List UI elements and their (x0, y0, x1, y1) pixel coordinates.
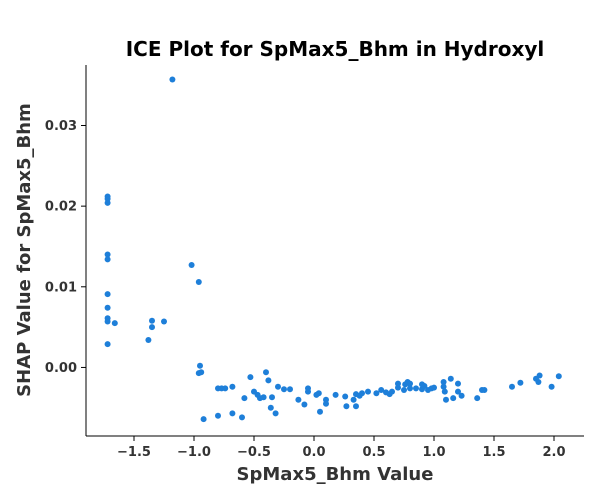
data-point-5 (104, 291, 111, 298)
data-point-79 (431, 384, 437, 391)
data-point-52 (332, 391, 339, 398)
y-tick-label: 0.03 (45, 119, 77, 134)
x-tick-label: −1.5 (117, 445, 151, 460)
x-tick-label: 1.5 (482, 445, 505, 460)
data-point-35 (263, 369, 269, 376)
y-axis-ticks: 0.00 0.01 0.02 0.03 (45, 119, 86, 376)
data-point-73 (413, 385, 419, 392)
data-point-96 (536, 372, 543, 379)
data-point-89 (474, 395, 481, 402)
data-point-43 (295, 396, 302, 403)
data-point-44 (301, 401, 308, 408)
data-point-68 (401, 387, 407, 393)
data-point-46 (305, 388, 311, 395)
y-tick-label: 0.02 (45, 200, 77, 215)
data-point-62 (378, 387, 385, 393)
data-point-9 (104, 341, 111, 348)
data-point-37 (267, 404, 274, 411)
data-point-48 (315, 390, 322, 397)
data-point-25 (222, 385, 229, 392)
data-point-71 (407, 380, 413, 387)
data-point-53 (342, 393, 349, 400)
data-point-80 (440, 379, 447, 385)
data-point-42 (287, 386, 293, 393)
data-point-55 (350, 396, 357, 403)
data-point-85 (450, 395, 457, 402)
data-point-93 (517, 379, 524, 386)
data-point-95 (535, 379, 542, 385)
data-point-11 (145, 337, 152, 343)
data-point-67 (395, 380, 401, 387)
data-point-30 (247, 374, 254, 381)
data-point-29 (241, 395, 248, 402)
data-point-49 (317, 408, 323, 415)
data-point-60 (365, 388, 371, 395)
data-point-27 (229, 410, 236, 417)
data-point-34 (260, 394, 267, 401)
chart-title: ICE Plot for SpMax5_Bhm in Hydroxyl (126, 37, 545, 61)
data-point-8 (104, 318, 111, 325)
data-point-84 (447, 375, 454, 382)
data-point-12 (149, 317, 155, 324)
data-point-92 (509, 383, 515, 390)
x-tick-label: −0.5 (237, 445, 271, 460)
data-point-72 (407, 385, 413, 392)
data-point-36 (265, 377, 272, 384)
data-point-51 (323, 400, 329, 407)
x-axis-ticks: −1.5 −1.0 −0.5 0.0 0.5 1.0 1.5 2.0 (117, 436, 566, 460)
data-point-88 (458, 392, 465, 399)
x-tick-label: 2.0 (542, 445, 565, 460)
data-point-23 (215, 412, 221, 419)
data-point-20 (198, 369, 205, 376)
data-point-40 (275, 383, 281, 390)
data-point-86 (455, 380, 461, 387)
data-point-54 (343, 403, 350, 410)
data-point-16 (188, 262, 195, 268)
data-point-18 (197, 362, 203, 369)
data-point-57 (353, 403, 359, 410)
y-axis-label: SHAP Value for SpMax5_Bhm (14, 103, 35, 397)
data-point-61 (373, 390, 380, 397)
data-point-28 (239, 414, 245, 421)
x-axis-label: SpMax5_Bhm Value (237, 464, 434, 485)
x-tick-label: 0.0 (302, 445, 325, 460)
data-point-97 (548, 383, 555, 390)
data-point-41 (281, 386, 287, 393)
data-point-2 (104, 199, 111, 206)
data-point-87 (455, 388, 461, 395)
data-point-59 (359, 390, 365, 397)
data-point-98 (555, 373, 562, 380)
x-tick-label: −1.0 (177, 445, 211, 460)
data-point-15 (169, 76, 176, 83)
data-point-91 (481, 387, 488, 393)
data-point-6 (104, 304, 111, 311)
data-point-13 (149, 324, 155, 331)
data-point-38 (269, 394, 275, 401)
data-point-26 (229, 383, 236, 390)
plot-area (104, 76, 562, 423)
data-point-82 (441, 388, 448, 395)
data-point-14 (161, 318, 167, 325)
x-tick-label: 0.5 (362, 445, 385, 460)
data-point-3 (104, 251, 111, 258)
y-tick-label: 0.00 (45, 361, 77, 376)
y-tick-label: 0.01 (45, 280, 77, 295)
data-point-76 (421, 383, 428, 389)
x-tick-label: 1.0 (422, 445, 445, 460)
data-point-39 (272, 410, 279, 417)
data-point-4 (104, 256, 111, 263)
data-point-83 (443, 396, 449, 403)
data-point-10 (111, 320, 118, 327)
data-point-65 (389, 388, 395, 395)
data-point-17 (195, 279, 202, 285)
data-point-21 (200, 416, 207, 423)
data-point-81 (440, 383, 447, 390)
